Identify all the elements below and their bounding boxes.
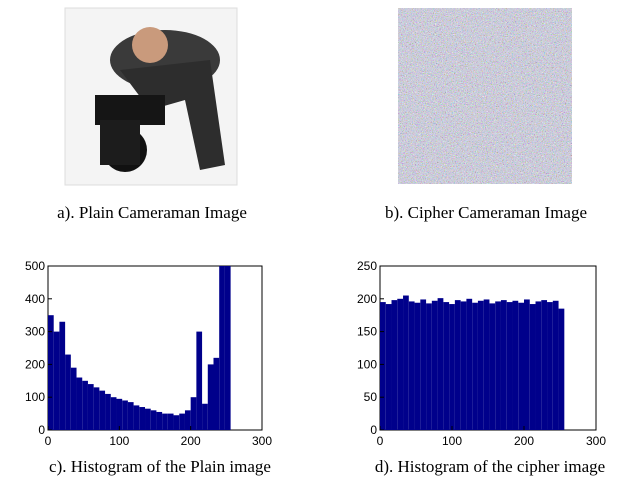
histogram-bar [443, 302, 450, 430]
x-tick-label: 200 [181, 434, 201, 448]
histogram-bar [59, 321, 66, 430]
histogram-bar [116, 398, 123, 430]
histogram-bar [219, 266, 225, 430]
x-tick-label: 300 [586, 434, 606, 448]
histogram-bar [202, 403, 208, 430]
histogram-bar [431, 300, 438, 430]
histogram-bar [150, 410, 157, 430]
histogram-bar [82, 380, 88, 430]
histogram-bar [460, 301, 467, 430]
histogram-bar [139, 407, 146, 430]
histogram-bar [403, 295, 409, 430]
histogram-bar [70, 367, 77, 430]
histogram-bar [489, 303, 496, 430]
histogram-bar [99, 390, 106, 430]
y-tick-label: 100 [25, 390, 45, 404]
histogram-bar [547, 302, 553, 430]
histogram-bar [408, 301, 415, 430]
y-tick-label: 100 [357, 357, 377, 371]
histogram-bar [184, 410, 191, 430]
caption: a). Plain Cameraman Image [57, 203, 247, 222]
histogram-bar [552, 300, 559, 430]
x-tick-label: 200 [514, 434, 534, 448]
histogram-bar [385, 304, 392, 430]
histogram-bar [190, 397, 197, 430]
histogram-bar [414, 302, 421, 430]
y-tick-label: 300 [25, 325, 45, 339]
caption: b). Cipher Cameraman Image [385, 203, 587, 222]
histogram-bar [224, 266, 231, 430]
histogram-bar [380, 302, 386, 430]
x-tick-label: 100 [109, 434, 129, 448]
plain-image [64, 7, 238, 186]
histogram-bar [207, 364, 214, 430]
histogram-bar [466, 298, 473, 430]
y-tick-label: 250 [357, 259, 377, 273]
histogram-bar [179, 413, 185, 430]
y-tick-label: 50 [364, 390, 378, 404]
histogram-bar [167, 413, 174, 430]
histogram-bar [48, 315, 54, 430]
histogram-bar [454, 300, 461, 430]
histogram-bar [397, 298, 404, 430]
caption: d). Histogram of the cipher image [375, 457, 605, 476]
histogram-bar [500, 300, 507, 430]
y-tick-label: 0 [370, 423, 377, 437]
x-tick-label: 100 [442, 434, 462, 448]
histogram-bar [535, 301, 542, 430]
histogram-bar [426, 303, 432, 430]
y-tick-label: 400 [25, 292, 45, 306]
histogram-bar [145, 408, 151, 430]
histogram-bar [213, 357, 220, 430]
y-tick-label: 200 [357, 292, 377, 306]
histogram-bar [65, 354, 71, 430]
histogram-bar [420, 299, 427, 430]
histogram-bar [495, 301, 501, 430]
histogram-bar [127, 402, 134, 430]
histogram-bar [53, 331, 60, 430]
histogram-bar [437, 298, 444, 430]
x-tick-label: 0 [45, 434, 52, 448]
histogram-bar [133, 405, 140, 430]
histogram-bar [506, 302, 513, 430]
histogram-bar [541, 300, 548, 430]
x-tick-label: 300 [252, 434, 272, 448]
histogram-bar [156, 411, 163, 430]
y-tick-label: 200 [25, 357, 45, 371]
histogram-bar [524, 299, 530, 430]
cipher-image [398, 8, 572, 184]
histogram-bar [518, 302, 524, 430]
histogram-bar [196, 331, 203, 430]
histogram-bar [449, 304, 455, 430]
histogram-bar [87, 384, 94, 430]
histogram-bar [162, 413, 168, 430]
histogram-bar [110, 397, 117, 430]
y-tick-label: 500 [25, 259, 45, 273]
histogram-bar [76, 377, 83, 430]
histogram-bar [391, 300, 398, 430]
histogram-bar [512, 300, 519, 430]
histogram-bar [483, 299, 490, 430]
y-tick-label: 0 [38, 423, 45, 437]
histogram-bar [173, 415, 180, 430]
histogram-bar [558, 308, 565, 430]
histogram-bar [529, 304, 536, 430]
histogram-bar [93, 387, 100, 430]
histogram-bar [122, 400, 128, 430]
caption: c). Histogram of the Plain image [49, 457, 271, 476]
x-tick-label: 0 [377, 434, 384, 448]
histogram-bar [472, 302, 478, 430]
y-tick-label: 150 [357, 325, 377, 339]
histogram-bar [477, 300, 484, 430]
histogram-bar [105, 393, 111, 430]
